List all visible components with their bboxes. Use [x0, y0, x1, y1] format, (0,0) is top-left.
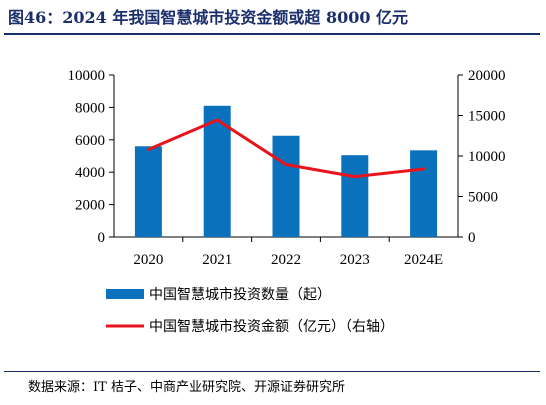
legend-label-bar: 中国智慧城市投资数量（起） — [149, 286, 331, 303]
left-tick-label: 8000 — [75, 100, 105, 116]
left-tick-label: 0 — [98, 230, 106, 246]
bar-2022 — [272, 135, 300, 237]
bar-2020 — [134, 146, 162, 237]
chart: 0 2000 4000 6000 8000 10000 0 5000 10000 15000 20… — [68, 68, 506, 335]
legend-swatch-bar — [106, 289, 144, 299]
right-axis-ticks: 0 5000 10000 15000 20000 — [458, 68, 506, 246]
x-tick-label: 2020 — [133, 252, 163, 268]
right-tick-label: 10000 — [468, 149, 506, 165]
x-tick-label: 2024E — [404, 252, 443, 268]
source-divider — [4, 371, 540, 372]
x-tick-label: 2022 — [271, 252, 301, 268]
left-axis-ticks: 0 2000 4000 6000 8000 10000 — [68, 68, 114, 246]
right-tick-label: 5000 — [468, 190, 498, 206]
right-tick-label: 15000 — [468, 109, 506, 125]
right-tick-label: 0 — [468, 230, 476, 246]
left-tick-label: 6000 — [75, 133, 105, 149]
legend-label-line: 中国智慧城市投资金额（亿元）（右轴） — [149, 318, 394, 335]
title-divider — [4, 33, 540, 35]
x-axis-ticks: 2020 2021 2022 2023 2024E — [133, 237, 443, 268]
left-tick-label: 10000 — [68, 68, 106, 84]
line-series — [146, 118, 426, 179]
bar-2021 — [203, 105, 231, 237]
right-tick-label: 20000 — [468, 68, 506, 84]
bar-2024E — [410, 150, 438, 237]
source-note: 数据来源：IT 桔子、中商产业研究院、开源证券研究所 — [28, 380, 345, 395]
left-tick-label: 4000 — [75, 165, 105, 181]
x-tick-label: 2023 — [340, 252, 370, 268]
legend: 中国智慧城市投资数量（起） 中国智慧城市投资金额（亿元）（右轴） — [106, 286, 394, 335]
left-tick-label: 2000 — [75, 198, 105, 214]
bar-series — [134, 105, 438, 237]
chart-title: 图46：2024 年我国智慧城市投资金额或超 8000 亿元 — [8, 8, 409, 27]
bar-2023 — [341, 155, 369, 237]
x-tick-label: 2021 — [202, 252, 232, 268]
